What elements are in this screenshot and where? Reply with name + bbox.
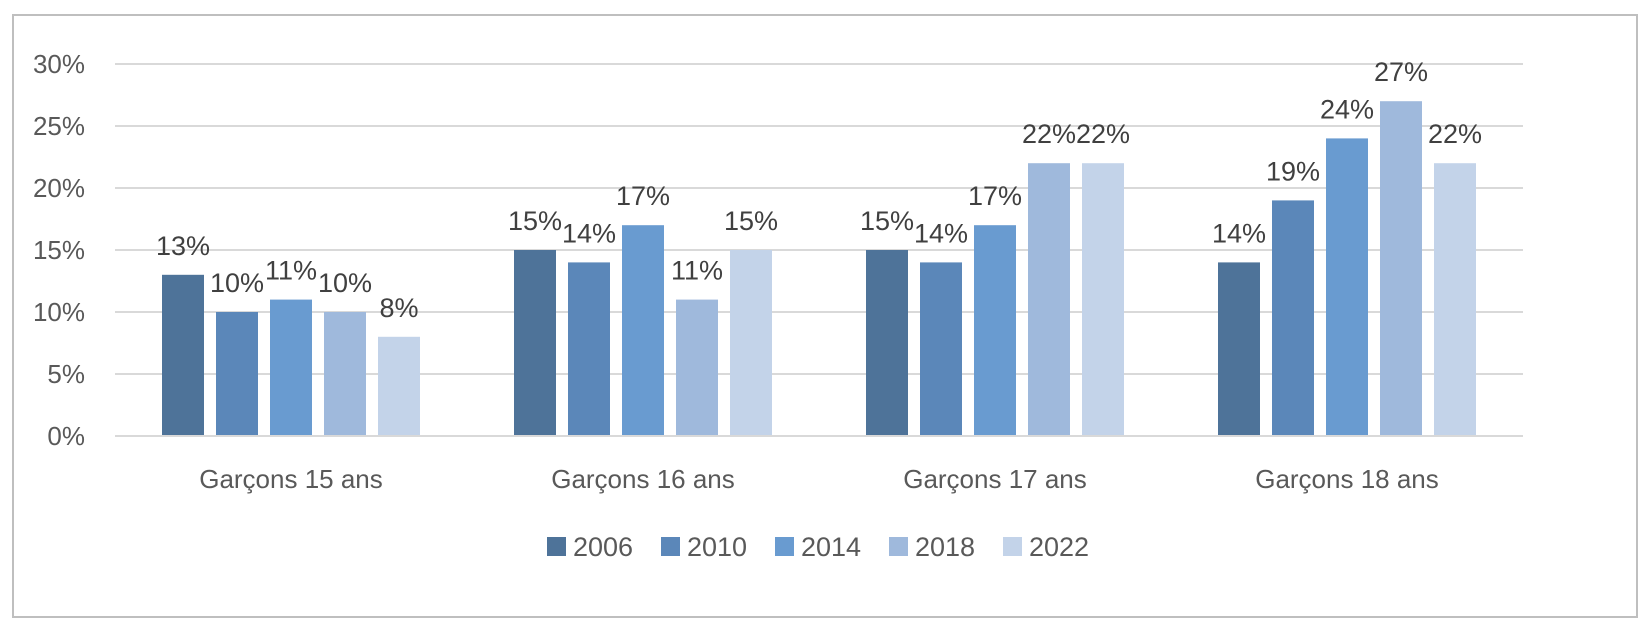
legend-label: 2014 — [801, 532, 861, 562]
bar-2014-4 — [1326, 138, 1368, 436]
data-label: 14% — [1212, 218, 1266, 248]
legend-label: 2006 — [573, 532, 633, 562]
bar-2014-2 — [622, 225, 664, 436]
data-label: 11% — [671, 256, 723, 286]
data-label: 10% — [210, 268, 264, 298]
legend-label: 2010 — [687, 532, 747, 562]
y-tick-label: 15% — [33, 235, 85, 265]
legend-label: 2022 — [1029, 532, 1089, 562]
data-label: 24% — [1320, 94, 1374, 124]
data-label: 19% — [1266, 156, 1320, 186]
bar-2006-1 — [162, 274, 204, 436]
data-label: 27% — [1374, 57, 1428, 87]
bar-2022-1 — [378, 336, 420, 436]
data-label: 17% — [968, 181, 1022, 211]
data-label: 10% — [318, 268, 372, 298]
bar-2010-3 — [920, 262, 962, 436]
data-label: 15% — [724, 206, 778, 236]
bar-2014-1 — [270, 299, 312, 436]
bar-2018-2 — [676, 299, 718, 436]
legend-swatch-2022 — [1003, 537, 1022, 556]
data-label: 22% — [1076, 119, 1130, 149]
y-tick-label: 10% — [33, 297, 85, 327]
bar-2006-2 — [514, 250, 556, 436]
data-label: 13% — [156, 231, 210, 261]
data-label: 22% — [1022, 119, 1076, 149]
data-label: 17% — [616, 181, 670, 211]
bar-2022-2 — [730, 250, 772, 436]
bar-2018-1 — [324, 312, 366, 436]
y-tick-label: 25% — [33, 111, 85, 141]
legend-swatch-2014 — [775, 537, 794, 556]
y-tick-label: 20% — [33, 173, 85, 203]
legend-swatch-2006 — [547, 537, 566, 556]
bar-2014-3 — [974, 225, 1016, 436]
bar-2006-3 — [866, 250, 908, 436]
y-tick-label: 0% — [47, 421, 85, 451]
bar-2010-1 — [216, 312, 258, 436]
bar-2018-4 — [1380, 101, 1422, 436]
data-label: 15% — [508, 206, 562, 236]
data-label: 14% — [914, 218, 968, 248]
x-category-label: Garçons 17 ans — [903, 464, 1087, 494]
data-label: 15% — [860, 206, 914, 236]
x-category-label: Garçons 16 ans — [551, 464, 735, 494]
bar-2006-4 — [1218, 262, 1260, 436]
bar-2022-4 — [1434, 163, 1476, 436]
y-tick-label: 30% — [33, 49, 85, 79]
bar-2022-3 — [1082, 163, 1124, 436]
x-category-label: Garçons 15 ans — [199, 464, 383, 494]
data-label: 22% — [1428, 119, 1482, 149]
data-label: 11% — [265, 256, 317, 286]
legend-label: 2018 — [915, 532, 975, 562]
bar-2010-4 — [1272, 200, 1314, 436]
data-label: 8% — [379, 293, 418, 323]
legend-swatch-2018 — [889, 537, 908, 556]
legend-swatch-2010 — [661, 537, 680, 556]
y-tick-label: 5% — [47, 359, 85, 389]
data-label: 14% — [562, 218, 616, 248]
bar-2018-3 — [1028, 163, 1070, 436]
x-category-label: Garçons 18 ans — [1255, 464, 1439, 494]
bar-2010-2 — [568, 262, 610, 436]
